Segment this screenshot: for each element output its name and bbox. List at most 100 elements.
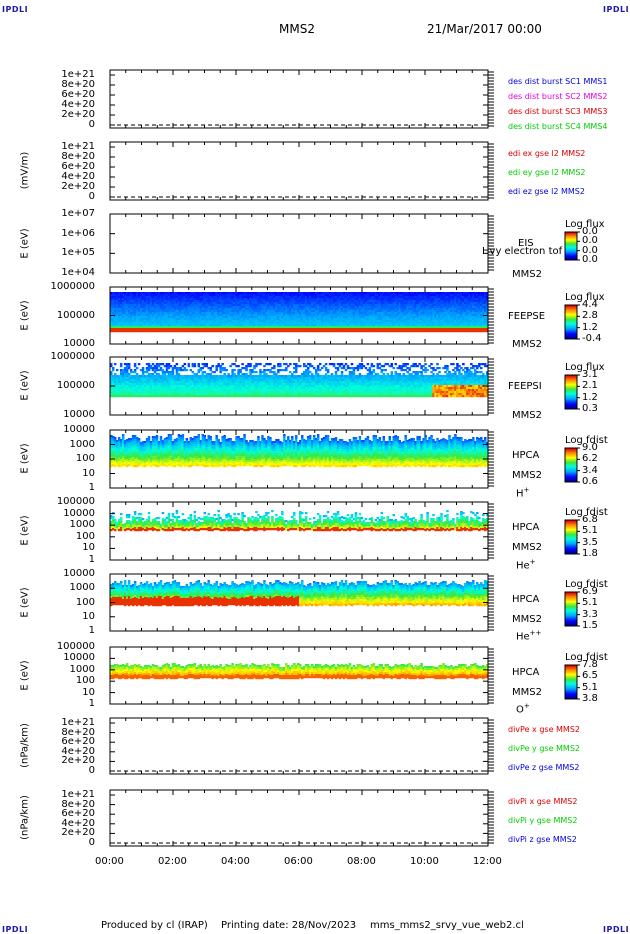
heatmap-cell xyxy=(211,296,214,299)
heatmap-cell xyxy=(279,320,282,323)
heatmap-cell xyxy=(179,320,183,323)
heatmap-cell xyxy=(211,318,214,321)
heatmap-cell xyxy=(161,300,165,303)
heatmap-cell xyxy=(115,304,119,307)
heatmap-cell xyxy=(267,298,270,301)
heatmap-cell xyxy=(213,308,216,311)
heatmap-cell xyxy=(189,308,193,311)
heatmap-cell xyxy=(199,302,203,305)
heatmap-cell xyxy=(283,326,286,329)
heatmap-cell xyxy=(209,312,212,315)
heatmap-cell xyxy=(229,308,232,311)
heatmap-cell xyxy=(251,294,254,297)
heatmap-cell xyxy=(183,292,187,295)
heatmap-cell xyxy=(169,308,173,311)
heatmap-cell xyxy=(115,330,119,333)
heatmap-cell xyxy=(201,302,205,305)
heatmap-cell xyxy=(235,310,238,313)
heatmap-cell xyxy=(125,369,129,372)
heatmap-cell xyxy=(223,322,226,325)
heatmap-cell xyxy=(213,371,216,374)
heatmap-cell xyxy=(261,316,264,319)
heatmap-cell xyxy=(177,302,181,305)
heatmap-cell xyxy=(147,296,151,299)
heatmap-cell xyxy=(265,302,268,305)
heatmap-cell xyxy=(125,371,129,374)
heatmap-cell xyxy=(265,326,268,329)
heatmap-cell xyxy=(185,318,189,321)
heatmap-cell xyxy=(255,328,258,331)
heatmap-cell xyxy=(123,300,127,303)
heatmap-cell xyxy=(121,320,125,323)
heatmap-cell xyxy=(187,296,191,299)
heatmap-cell xyxy=(255,312,258,315)
heatmap-cell xyxy=(243,310,246,313)
heatmap-cell xyxy=(215,292,218,295)
heatmap-cell xyxy=(273,326,276,329)
heatmap-cell xyxy=(141,296,145,299)
heatmap-cell xyxy=(137,322,141,325)
heatmap-cell xyxy=(227,296,230,299)
heatmap-cell xyxy=(237,322,240,325)
heatmap-cell xyxy=(175,322,179,325)
heatmap-cell xyxy=(281,292,284,295)
heatmap-cell xyxy=(253,330,256,333)
heatmap-cell xyxy=(259,314,262,317)
heatmap-cell xyxy=(185,308,189,311)
heatmap-cell xyxy=(225,324,228,327)
heatmap-cell xyxy=(263,326,266,329)
heatmap-cell xyxy=(165,296,169,299)
heatmap-cell xyxy=(259,302,262,305)
heatmap-cell xyxy=(197,308,201,311)
heatmap-cell xyxy=(209,304,212,307)
heatmap-cell xyxy=(271,322,274,325)
heatmap-cell xyxy=(247,308,250,311)
heatmap-cell xyxy=(283,314,286,317)
heatmap-cell xyxy=(161,294,165,297)
heatmap-cell xyxy=(115,302,119,305)
heatmap-cell xyxy=(283,296,286,299)
heatmap-cell xyxy=(277,300,280,303)
heatmap-cell xyxy=(193,322,197,325)
heatmap-cell xyxy=(177,326,181,329)
heatmap-cell xyxy=(117,312,121,315)
colorbar-cell xyxy=(565,247,577,250)
heatmap-cell xyxy=(157,314,161,317)
heatmap-cell xyxy=(139,314,143,317)
heatmap-cell xyxy=(171,308,175,311)
heatmap-cell xyxy=(119,314,123,317)
heatmap-cell xyxy=(115,292,119,295)
heatmap-cell xyxy=(209,320,212,323)
heatmap-cell xyxy=(111,300,115,303)
heatmap-cell xyxy=(127,373,131,376)
heatmap-cell xyxy=(197,365,201,368)
colorbar-cell xyxy=(565,237,577,240)
heatmap-cell xyxy=(269,296,272,299)
heatmap-cell xyxy=(283,322,286,325)
heatmap-cell xyxy=(131,318,135,321)
heatmap-cell xyxy=(181,292,185,295)
heatmap-cell xyxy=(283,300,286,303)
heatmap-cell xyxy=(175,310,179,313)
heatmap-cell xyxy=(153,328,157,331)
heatmap-cell xyxy=(111,308,115,311)
heatmap-cell xyxy=(287,298,290,301)
heatmap-cell xyxy=(259,296,262,299)
heatmap-cell xyxy=(191,324,195,327)
heatmap-cell xyxy=(119,330,123,333)
heatmap-cell xyxy=(271,300,274,303)
heatmap-cell xyxy=(259,318,262,321)
heatmap-cell xyxy=(187,316,191,319)
heatmap-cell xyxy=(275,328,278,331)
heatmap-cell xyxy=(249,316,252,319)
heatmap-cell xyxy=(247,300,250,303)
heatmap-cell xyxy=(239,328,242,331)
heatmap-cell xyxy=(195,298,199,301)
heatmap-cell xyxy=(273,302,276,305)
heatmap-cell xyxy=(281,308,284,311)
heatmap-cell xyxy=(145,294,149,297)
heatmap-cell xyxy=(251,304,254,307)
heatmap-cell xyxy=(187,363,191,366)
heatmap-cell xyxy=(129,314,133,317)
heatmap-cell xyxy=(169,312,173,315)
